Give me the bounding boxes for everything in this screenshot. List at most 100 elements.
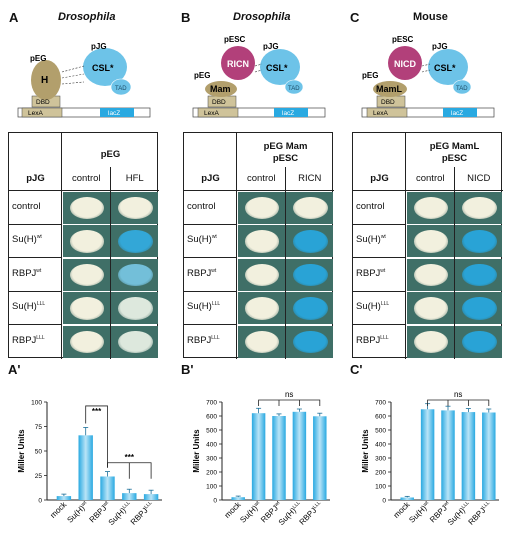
y-tick-label: 100 <box>206 484 217 491</box>
yeast-colony <box>293 330 328 353</box>
significance-bracket <box>85 405 108 468</box>
table-header: pESC <box>272 153 299 164</box>
svg-text:lacZ: lacZ <box>451 110 463 117</box>
yeast-colony <box>413 297 448 320</box>
plate-cell <box>237 225 285 257</box>
svg-text:DBD: DBD <box>381 99 395 106</box>
column-header-control: control <box>71 173 101 184</box>
grid-line <box>9 223 62 225</box>
corner-label-pjg: pJG <box>26 173 45 184</box>
significance-bracket <box>427 399 490 406</box>
plate-cell <box>286 292 333 324</box>
column-header-control: control <box>246 173 276 184</box>
svg-text:pEG: pEG <box>194 71 210 80</box>
lacz-box-a <box>100 108 134 117</box>
table-header: pESC <box>441 153 468 164</box>
significance-label: ns <box>454 390 462 399</box>
yeast-colony <box>462 297 497 320</box>
bar <box>313 416 327 500</box>
panel-letter-a-prime: A' <box>8 362 21 377</box>
nicd-protein-c <box>388 46 422 80</box>
bar <box>420 409 435 500</box>
panel-title-c: Mouse <box>413 11 448 23</box>
grid-line <box>284 167 286 359</box>
svg-text:DBD: DBD <box>212 99 226 106</box>
y-tick-label: 600 <box>206 414 217 421</box>
grid-line <box>61 133 63 359</box>
dna-bar-a <box>17 107 151 118</box>
plate-cell <box>62 191 110 224</box>
grid-line <box>453 167 455 359</box>
plate-cell <box>62 225 110 257</box>
y-tick-label: 75 <box>35 424 43 431</box>
table-header: pEG MamL <box>429 141 480 152</box>
yeast-colony <box>413 330 448 353</box>
csl-label-a: CSL* <box>92 63 114 73</box>
yeast-colony <box>244 196 279 219</box>
bar <box>100 476 115 500</box>
maml-label-c: MamL <box>376 84 403 94</box>
yeast-colony <box>413 196 448 219</box>
bar <box>272 416 286 500</box>
plate-cell <box>455 191 502 224</box>
plate-cell <box>286 258 333 291</box>
svg-text:CSL*: CSL* <box>434 63 456 73</box>
grid-line <box>184 223 237 225</box>
plate-cell <box>406 191 454 224</box>
grid-line <box>236 133 238 359</box>
pesc-label-b: pESC <box>224 35 246 44</box>
bar <box>292 411 307 500</box>
panel-letter-b-prime: B' <box>181 362 194 377</box>
interaction-table-c: pEG MamL pESC control NICD pJG control Su(H)wt… <box>352 132 503 359</box>
csl-protein-a <box>83 48 127 86</box>
x-tick-label: RBPJLLL <box>466 500 493 527</box>
row-label: Su(H)wt <box>187 234 217 246</box>
y-tick-label: 500 <box>206 428 217 435</box>
lexa-label-a: LexA <box>28 110 43 117</box>
row-label: Su(H)wt <box>356 234 386 246</box>
y-tick-label: 300 <box>206 456 217 463</box>
grid-line <box>184 257 237 258</box>
y-tick-label: 400 <box>375 442 386 449</box>
svg-text:pJG: pJG <box>263 42 279 51</box>
svg-text:TAD: TAD <box>288 86 300 92</box>
plate-cell <box>286 325 333 358</box>
y-tick-label: 600 <box>375 414 386 421</box>
yeast-colony <box>118 297 153 320</box>
bar <box>56 496 72 500</box>
significance-label: *** <box>92 407 102 416</box>
lexa-box-a <box>21 107 63 118</box>
plate-cell <box>406 292 454 324</box>
yeast-colony <box>293 196 328 219</box>
plate-cell <box>237 325 285 358</box>
tad-label-a: TAD <box>115 86 127 92</box>
lacz-label-a: lacZ <box>108 110 120 117</box>
yeast-colony <box>462 263 497 286</box>
significance-label: *** <box>125 453 135 462</box>
yeast-colony <box>244 230 279 253</box>
mam-label-b: Mam <box>210 84 231 94</box>
h-protein-a <box>31 60 61 100</box>
y-tick-label: 0 <box>38 498 42 505</box>
yeast-colony <box>118 196 153 219</box>
y-axis-label: Miller Units <box>17 429 26 473</box>
corner-label-pjg: pJG <box>201 173 220 184</box>
row-label: RBPJLLL <box>12 334 45 346</box>
bar <box>143 494 159 500</box>
bait-label-a: pEG <box>30 54 46 63</box>
y-tick-label: 100 <box>375 484 386 491</box>
prey-label-a: pJG <box>91 42 107 51</box>
y-axis-label: Miller Units <box>361 429 370 473</box>
row-label: Su(H)LLL <box>12 301 46 313</box>
grid-line <box>353 290 406 292</box>
plate-cell <box>455 258 502 291</box>
svg-text:pJG: pJG <box>432 42 448 51</box>
csl-protein-c <box>428 49 468 85</box>
x-tick-label: Su(H)LLL <box>107 500 134 527</box>
row-label: Su(H)LLL <box>187 301 221 313</box>
y-tick-label: 700 <box>206 400 217 407</box>
svg-text:LexA: LexA <box>373 110 388 117</box>
bar <box>461 412 476 500</box>
x-tick-label: RBPJLLL <box>129 500 156 527</box>
